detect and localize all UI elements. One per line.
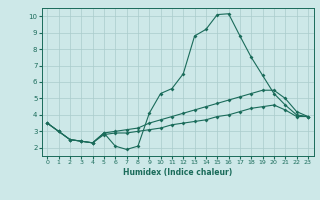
X-axis label: Humidex (Indice chaleur): Humidex (Indice chaleur) <box>123 168 232 177</box>
